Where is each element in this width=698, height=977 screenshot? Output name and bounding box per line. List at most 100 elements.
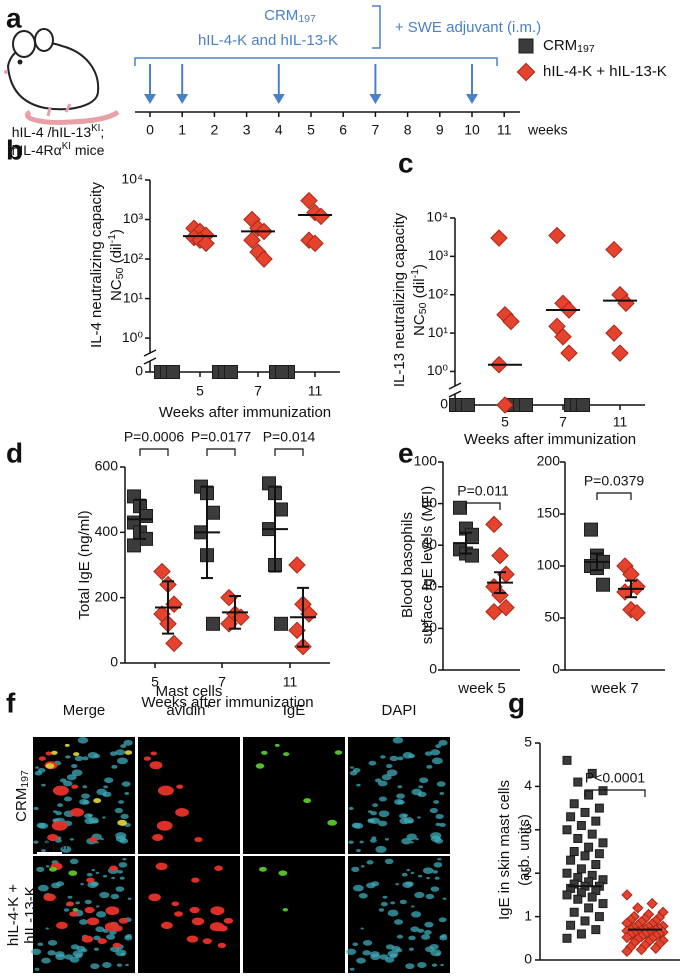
cell-signal xyxy=(435,813,444,820)
cell-signal xyxy=(63,796,72,802)
diamond-marker xyxy=(646,897,658,910)
cell-signal xyxy=(102,962,112,968)
y-tick-label: 50 xyxy=(544,609,560,625)
cell-signal xyxy=(124,792,130,795)
text-segment: ) xyxy=(108,229,125,234)
cell-signal xyxy=(171,901,180,907)
square-marker xyxy=(453,500,467,515)
time-unit: weeks xyxy=(527,122,568,138)
cell-signal xyxy=(435,744,442,749)
cell-signal xyxy=(45,865,50,868)
arrow-head xyxy=(369,94,382,104)
cell-signal xyxy=(109,751,118,756)
adjuvant-label: + SWE adjuvant (i.m.) xyxy=(395,19,541,36)
panel-label: a xyxy=(6,2,22,33)
cell-signal xyxy=(67,895,73,899)
legend-label: hIL-4-K + hIL-13-K xyxy=(543,63,667,80)
significance-bracket xyxy=(139,448,169,456)
text-segment: (dil xyxy=(411,278,428,302)
cell-signal xyxy=(115,749,126,756)
cell-signal xyxy=(117,819,128,826)
cell-signal xyxy=(86,917,100,926)
cell-signal xyxy=(70,808,84,817)
cell-signal xyxy=(114,807,123,814)
cell-signal xyxy=(223,917,234,924)
diamond-marker xyxy=(490,229,508,247)
cell-signal xyxy=(442,897,447,900)
cell-signal xyxy=(56,881,65,887)
cell-signal xyxy=(91,869,96,872)
square-marker xyxy=(562,755,572,765)
square-marker xyxy=(591,860,601,870)
cell-signal xyxy=(72,908,79,912)
x-tick-label: 7 xyxy=(559,414,567,430)
square-marker xyxy=(576,398,590,412)
text-segment: hIL-4 /hIL-13 xyxy=(12,124,92,140)
cell-signal xyxy=(371,836,377,840)
cell-signal xyxy=(109,930,117,935)
cell-signal xyxy=(259,866,267,872)
cell-signal xyxy=(380,901,388,907)
y-tick-label: 2 xyxy=(524,864,532,880)
diamond-marker xyxy=(497,598,515,617)
x-tick-label: 11 xyxy=(308,383,323,399)
cell-signal xyxy=(126,934,132,938)
cell-signal xyxy=(389,953,398,959)
cell-signal xyxy=(334,750,343,755)
y-tick-label: 3 xyxy=(524,821,532,837)
cell-signal xyxy=(434,838,444,844)
cell-signal xyxy=(103,785,109,789)
error-bar xyxy=(269,485,281,573)
text-segment: (dil xyxy=(108,243,125,267)
mouse-illustration xyxy=(4,28,120,125)
arrow-head xyxy=(144,94,156,104)
significance-bracket xyxy=(206,448,236,456)
cell-signal xyxy=(71,769,83,777)
cell-signal xyxy=(116,757,128,765)
cell-signal xyxy=(120,952,126,956)
text-segment: -1 xyxy=(106,234,118,243)
cell-signal xyxy=(255,763,265,769)
text-segment: hIL-4Rα xyxy=(12,142,62,158)
square-marker xyxy=(584,790,594,800)
cell-signal xyxy=(43,893,56,902)
time-tick-label: 9 xyxy=(436,122,444,138)
square-marker xyxy=(580,807,590,817)
cell-signal xyxy=(348,840,354,844)
vaccine-label: CRM197 xyxy=(264,7,316,25)
y-tick-label: 200 xyxy=(537,453,561,469)
diamond-marker xyxy=(220,588,238,607)
y-tick-label: 400 xyxy=(95,523,119,539)
cell-signal xyxy=(370,811,377,816)
text-segment: ) xyxy=(411,264,428,269)
square-marker xyxy=(576,820,586,830)
text-segment: KI xyxy=(62,141,71,152)
cell-signal xyxy=(95,926,105,933)
panel-label: b xyxy=(6,134,23,165)
square-marker xyxy=(206,505,220,520)
cell-signal xyxy=(417,874,423,878)
cell-signal xyxy=(86,877,95,883)
cell-signal xyxy=(430,832,442,840)
cell-signal xyxy=(419,777,429,784)
cell-signal xyxy=(410,871,415,875)
cell-signal xyxy=(214,865,223,871)
y-axis-label: IL-13 neutralizing capacity xyxy=(391,212,408,387)
cell-signal xyxy=(106,934,116,940)
error-bar xyxy=(297,586,309,648)
text-segment: 50 xyxy=(417,302,429,314)
diamond-marker xyxy=(621,945,633,957)
cell-signal xyxy=(360,865,365,868)
panel-label: c xyxy=(398,147,414,178)
cell-signal xyxy=(352,942,359,947)
cell-signal xyxy=(394,919,403,925)
cell-signal xyxy=(111,764,118,769)
regimen-bracket xyxy=(134,57,498,66)
diamond-marker xyxy=(255,250,273,268)
significance-bracket xyxy=(465,502,501,510)
injection-arrow xyxy=(144,64,156,104)
injection-arrow xyxy=(466,64,478,104)
time-tick-label: 1 xyxy=(178,122,186,138)
cell-signal xyxy=(382,895,388,899)
square-marker xyxy=(275,365,289,379)
